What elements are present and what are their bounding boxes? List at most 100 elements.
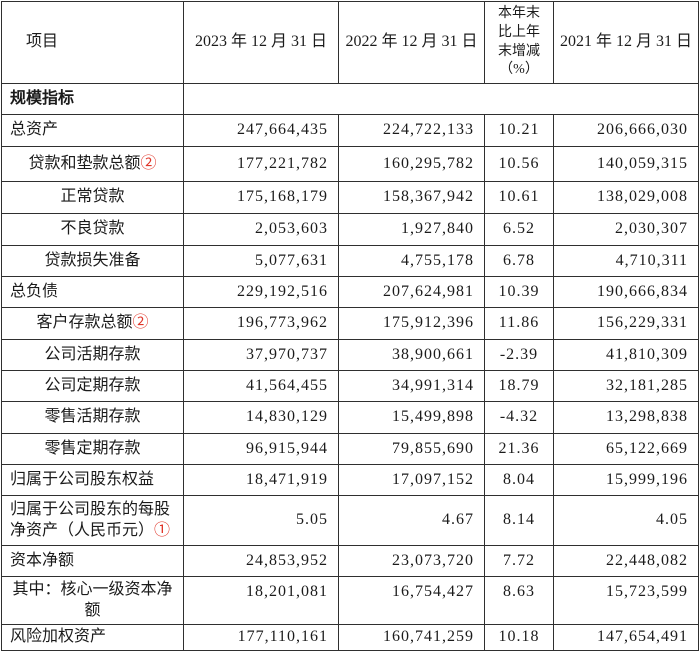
row-label-text: 客户存款总额 xyxy=(36,314,133,332)
table-row: 其中：核心一级资本净 额 18,201,081 16,754,427 8.63 … xyxy=(1,576,699,625)
value-2023: 37,970,737 xyxy=(183,339,339,371)
row-label: 正常贷款 xyxy=(1,181,184,214)
row-label: 贷款和垫款总额② xyxy=(1,146,184,182)
table-row: 资本净额 24,853,952 23,073,720 7.72 22,448,0… xyxy=(1,545,699,577)
value-change: 10.18 xyxy=(484,624,554,651)
table-row: 风险加权资产 177,110,161 160,741,259 10.18 147… xyxy=(1,624,699,651)
row-label: 公司活期存款 xyxy=(1,339,184,371)
value-2021: 32,181,285 xyxy=(553,370,699,402)
table-header-row: 项目 2023 年 12 月 31 日 2022 年 12 月 31 日 本年末… xyxy=(1,1,699,84)
header-item: 项目 xyxy=(1,1,184,84)
value-2023: 196,773,962 xyxy=(183,307,339,340)
value-2023: 24,853,952 xyxy=(183,545,339,577)
value-change: 8.63 xyxy=(484,576,554,625)
table-row: 零售定期存款 96,915,944 79,855,690 21.36 65,12… xyxy=(1,433,699,465)
table-row: 公司活期存款 37,970,737 38,900,661 -2.39 41,81… xyxy=(1,339,699,371)
row-label: 不良贷款 xyxy=(1,213,184,246)
row-label-text: 总负债 xyxy=(10,282,59,300)
value-change: 8.04 xyxy=(484,464,554,496)
value-2023: 5.05 xyxy=(183,495,339,546)
value-change: 11.86 xyxy=(484,307,554,340)
value-change: 7.72 xyxy=(484,545,554,577)
value-2023: 177,110,161 xyxy=(183,624,339,651)
table-row: 贷款和垫款总额② 177,221,782 160,295,782 10.56 1… xyxy=(1,146,699,182)
row-label-text: 资本净额 xyxy=(10,551,75,569)
table-row: 正常贷款 175,168,179 158,367,942 10.61 138,0… xyxy=(1,181,699,214)
value-change: 8.14 xyxy=(484,495,554,546)
row-label-text: 归属于公司股东的每股 净资产（人民币元） xyxy=(10,500,171,539)
value-2022: 79,855,690 xyxy=(338,433,485,465)
row-label: 总资产 xyxy=(1,114,184,147)
value-2021: 22,448,082 xyxy=(553,545,699,577)
value-2021: 2,030,307 xyxy=(553,213,699,246)
value-2022: 17,097,152 xyxy=(338,464,485,496)
value-change: 6.52 xyxy=(484,213,554,246)
row-label-text: 风险加权资产 xyxy=(10,628,107,645)
value-2023: 96,915,944 xyxy=(183,433,339,465)
value-2022: 38,900,661 xyxy=(338,339,485,371)
section-empty-cell xyxy=(183,83,699,115)
value-2022: 224,722,133 xyxy=(338,114,485,147)
header-2022: 2022 年 12 月 31 日 xyxy=(338,1,485,84)
value-2022: 23,073,720 xyxy=(338,545,485,577)
row-label-text: 其中：核心一级资本净 额 xyxy=(12,580,173,619)
value-2023: 5,077,631 xyxy=(183,245,339,277)
value-2022: 4,755,178 xyxy=(338,245,485,277)
value-2022: 1,927,840 xyxy=(338,213,485,246)
row-label: 资本净额 xyxy=(1,545,184,577)
value-2021: 147,654,491 xyxy=(553,624,699,651)
value-2021: 65,122,669 xyxy=(553,433,699,465)
table-row: 客户存款总额② 196,773,962 175,912,396 11.86 15… xyxy=(1,307,699,340)
value-2022: 160,741,259 xyxy=(338,624,485,651)
value-2021: 4,710,311 xyxy=(553,245,699,277)
value-2023: 14,830,129 xyxy=(183,401,339,434)
table-row: 总资产 247,664,435 224,722,133 10.21 206,66… xyxy=(1,114,699,147)
table-row: 贷款损失准备 5,077,631 4,755,178 6.78 4,710,31… xyxy=(1,245,699,277)
value-change: 10.56 xyxy=(484,146,554,182)
value-2021: 156,229,331 xyxy=(553,307,699,340)
table-row: 总负债 229,192,516 207,624,981 10.39 190,66… xyxy=(1,276,699,308)
value-2022: 34,991,314 xyxy=(338,370,485,402)
row-label: 其中：核心一级资本净 额 xyxy=(1,576,184,625)
row-label-text: 贷款损失准备 xyxy=(44,251,141,269)
value-2021: 15,999,196 xyxy=(553,464,699,496)
table-row: 零售活期存款 14,830,129 15,499,898 -4.32 13,29… xyxy=(1,401,699,434)
footnote-marker: ② xyxy=(140,154,157,172)
header-change: 本年末 比上年 末增减 （%） xyxy=(484,1,554,84)
value-2023: 175,168,179 xyxy=(183,181,339,214)
table-row: 归属于公司股东权益 18,471,919 17,097,152 8.04 15,… xyxy=(1,464,699,496)
row-label: 客户存款总额② xyxy=(1,307,184,340)
value-2023: 18,471,919 xyxy=(183,464,339,496)
value-2021: 190,666,834 xyxy=(553,276,699,308)
value-2021: 4.05 xyxy=(553,495,699,546)
row-label-text: 公司活期存款 xyxy=(44,345,141,363)
value-2022: 4.67 xyxy=(338,495,485,546)
section-title: 规模指标 xyxy=(1,83,184,115)
row-label: 归属于公司股东的每股 净资产（人民币元）① xyxy=(1,495,184,546)
row-label-text: 零售活期存款 xyxy=(44,408,141,426)
row-label: 零售活期存款 xyxy=(1,401,184,434)
value-2022: 158,367,942 xyxy=(338,181,485,214)
header-2021: 2021 年 12 月 31 日 xyxy=(553,1,699,84)
table-row: 公司定期存款 41,564,455 34,991,314 18.79 32,18… xyxy=(1,370,699,402)
value-change: 10.39 xyxy=(484,276,554,308)
value-change: -2.39 xyxy=(484,339,554,371)
row-label: 总负债 xyxy=(1,276,184,308)
value-2023: 177,221,782 xyxy=(183,146,339,182)
value-2022: 175,912,396 xyxy=(338,307,485,340)
row-label-text: 公司定期存款 xyxy=(44,376,141,394)
value-2023: 41,564,455 xyxy=(183,370,339,402)
table-row: 归属于公司股东的每股 净资产（人民币元）① 5.05 4.67 8.14 4.0… xyxy=(1,495,699,546)
value-change: 21.36 xyxy=(484,433,554,465)
value-2021: 41,810,309 xyxy=(553,339,699,371)
value-2023: 2,053,603 xyxy=(183,213,339,246)
value-2022: 160,295,782 xyxy=(338,146,485,182)
row-label-text: 归属于公司股东权益 xyxy=(10,470,155,488)
row-label-text: 总资产 xyxy=(10,121,59,139)
row-label: 零售定期存款 xyxy=(1,433,184,465)
row-label: 归属于公司股东权益 xyxy=(1,464,184,496)
value-change: 18.79 xyxy=(484,370,554,402)
value-2021: 15,723,599 xyxy=(553,576,699,625)
row-label: 公司定期存款 xyxy=(1,370,184,402)
